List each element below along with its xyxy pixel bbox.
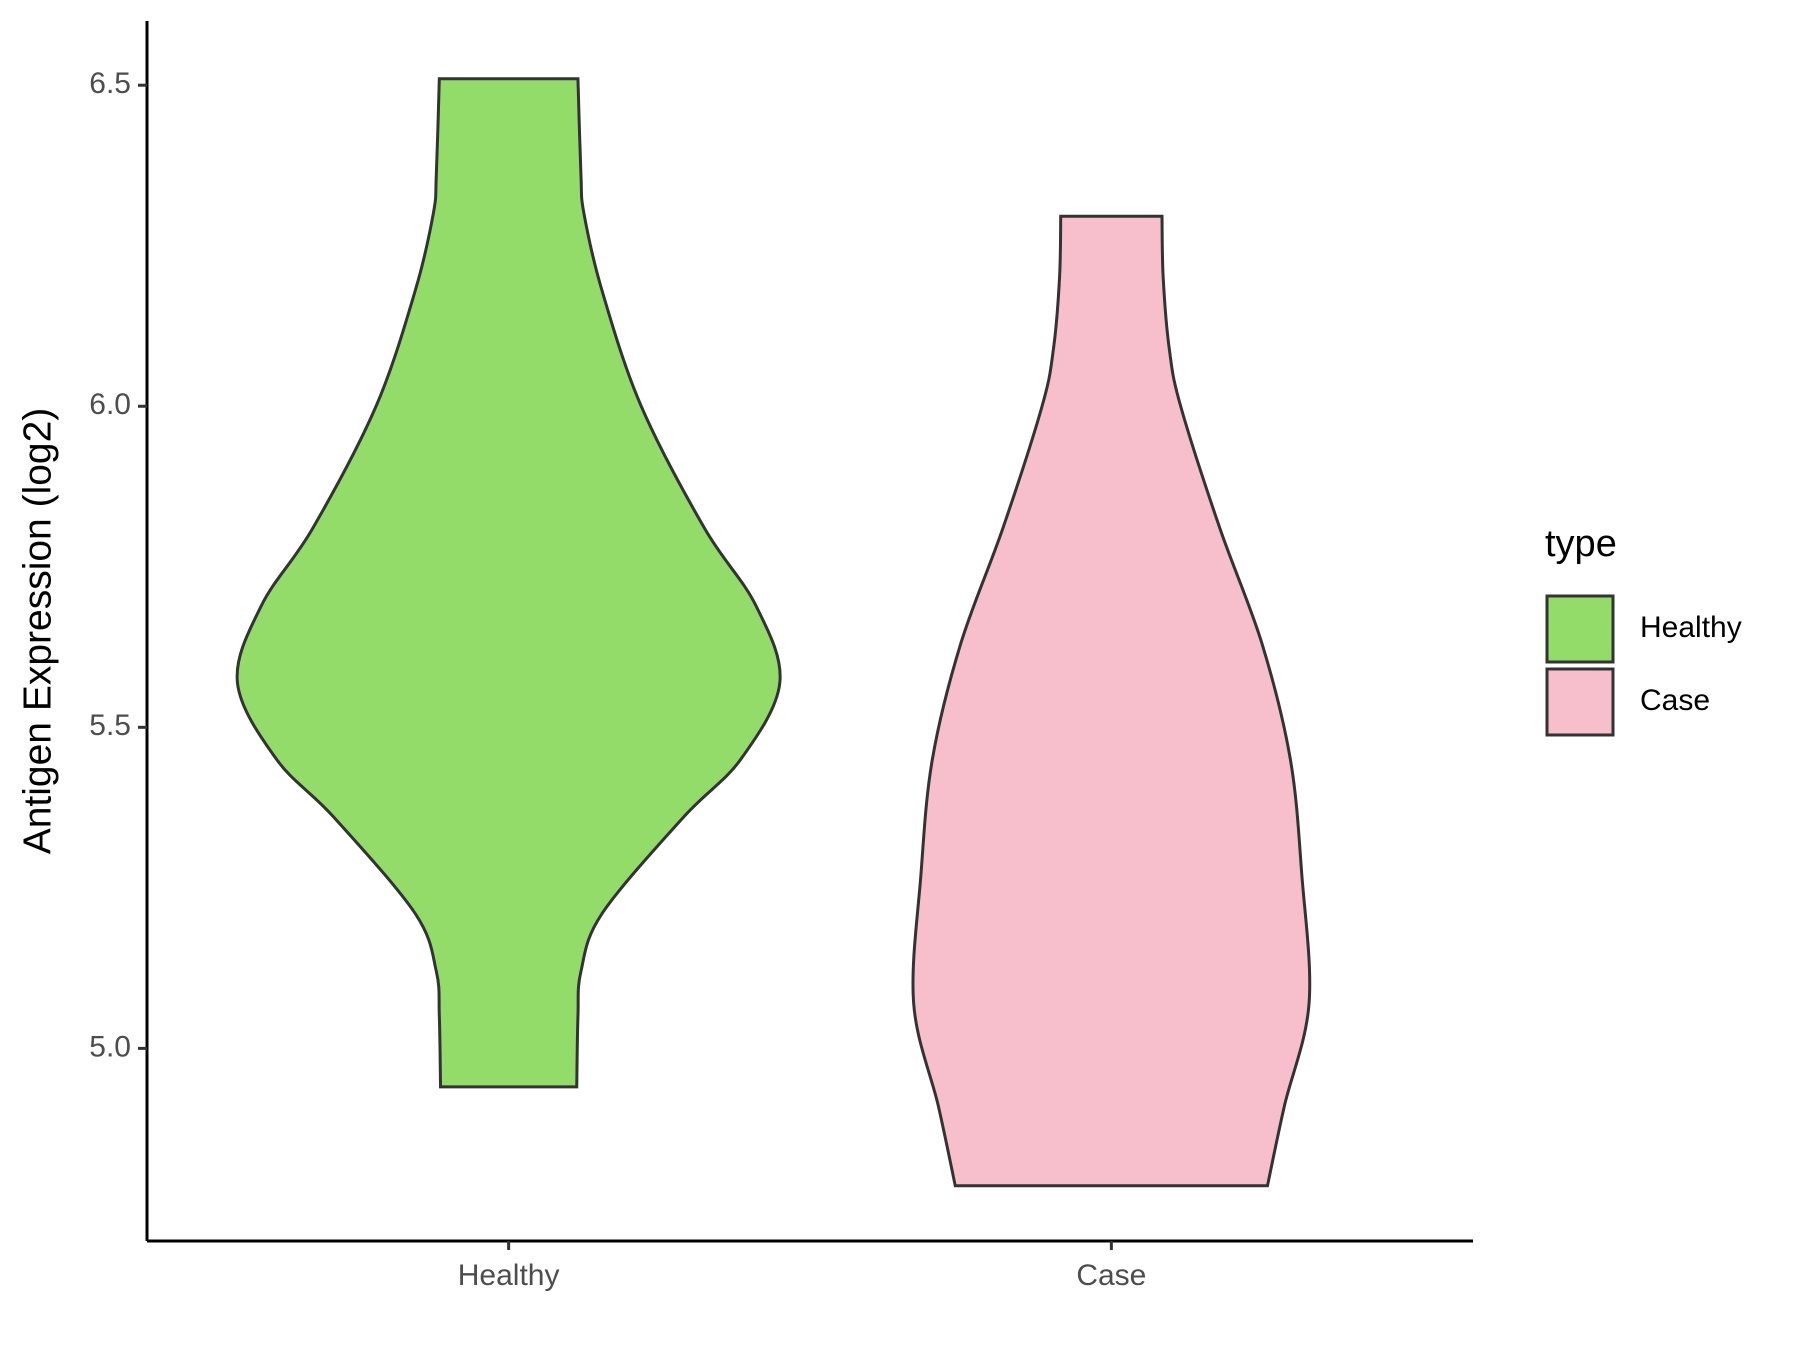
legend-title: type	[1545, 523, 1617, 565]
y-tick-label: 6.0	[89, 388, 131, 421]
violin	[911, 214, 1312, 1188]
y-tick-label: 6.5	[89, 67, 131, 100]
legend-key	[1545, 667, 1615, 737]
legend-label: Case	[1640, 684, 1710, 717]
y-tick-label: 5.0	[89, 1030, 131, 1063]
x-tick-label: Healthy	[458, 1259, 560, 1292]
y-axis-title: Antigen Expression (log2)	[16, 408, 59, 855]
legend-key	[1545, 594, 1615, 664]
violin	[235, 77, 782, 1089]
legend-label: Healthy	[1640, 611, 1742, 644]
x-tick-label: Case	[1076, 1259, 1146, 1292]
y-tick-label: 5.5	[89, 709, 131, 742]
